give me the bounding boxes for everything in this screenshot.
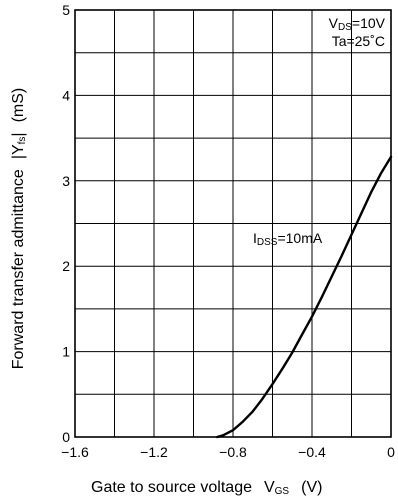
x-tick-label: −0.4 [298, 444, 326, 460]
grid [75, 10, 391, 437]
x-tick-label: 0 [387, 444, 395, 460]
y-tick-label: 2 [62, 258, 70, 274]
plot-frame [74, 9, 392, 438]
y-tick-label: 3 [62, 173, 70, 189]
condition-vds: VDS=10V [329, 15, 386, 33]
x-tick-label: −1.2 [140, 444, 168, 460]
y-tick-label: 5 [62, 2, 70, 18]
series-line-idss-10ma [216, 155, 393, 439]
y-tick-label: 0 [62, 429, 70, 445]
y-axis-title: Forward transfer admittance|Yfs|(mS) [10, 88, 28, 370]
y-tick-label: 1 [62, 344, 70, 360]
x-axis-title: Gate to source voltage VGS (V) [91, 479, 322, 497]
series-label: IDSS=10mA [253, 230, 323, 248]
y-tick-labels: 0 1 2 3 4 5 [62, 2, 70, 445]
x-tick-label: −1.6 [61, 444, 89, 460]
y-tick-label: 4 [62, 87, 70, 103]
condition-ta: Ta=25˚C [332, 33, 385, 49]
x-tick-label: −0.8 [219, 444, 247, 460]
x-tick-labels: −1.6 −1.2 −0.8 −0.4 0 [61, 444, 395, 460]
